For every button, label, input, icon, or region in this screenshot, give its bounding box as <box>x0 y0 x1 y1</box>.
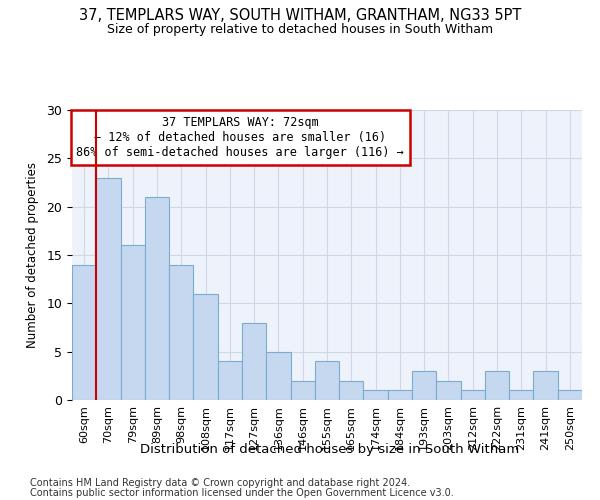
Text: Distribution of detached houses by size in South Witham: Distribution of detached houses by size … <box>140 442 520 456</box>
Text: 37, TEMPLARS WAY, SOUTH WITHAM, GRANTHAM, NG33 5PT: 37, TEMPLARS WAY, SOUTH WITHAM, GRANTHAM… <box>79 8 521 22</box>
Bar <box>461 390 485 400</box>
Bar <box>145 197 169 400</box>
Text: Contains HM Land Registry data © Crown copyright and database right 2024.: Contains HM Land Registry data © Crown c… <box>30 478 410 488</box>
Bar <box>364 390 388 400</box>
Bar <box>509 390 533 400</box>
Text: 37 TEMPLARS WAY: 72sqm
← 12% of detached houses are smaller (16)
86% of semi-det: 37 TEMPLARS WAY: 72sqm ← 12% of detached… <box>76 116 404 159</box>
Bar <box>412 371 436 400</box>
Y-axis label: Number of detached properties: Number of detached properties <box>26 162 40 348</box>
Bar <box>339 380 364 400</box>
Bar <box>558 390 582 400</box>
Bar <box>315 362 339 400</box>
Bar <box>218 362 242 400</box>
Text: Size of property relative to detached houses in South Witham: Size of property relative to detached ho… <box>107 22 493 36</box>
Bar <box>96 178 121 400</box>
Bar <box>193 294 218 400</box>
Bar <box>436 380 461 400</box>
Bar <box>169 264 193 400</box>
Bar <box>242 322 266 400</box>
Text: Contains public sector information licensed under the Open Government Licence v3: Contains public sector information licen… <box>30 488 454 498</box>
Bar <box>485 371 509 400</box>
Bar <box>121 246 145 400</box>
Bar <box>266 352 290 400</box>
Bar <box>290 380 315 400</box>
Bar <box>388 390 412 400</box>
Bar <box>533 371 558 400</box>
Bar <box>72 264 96 400</box>
